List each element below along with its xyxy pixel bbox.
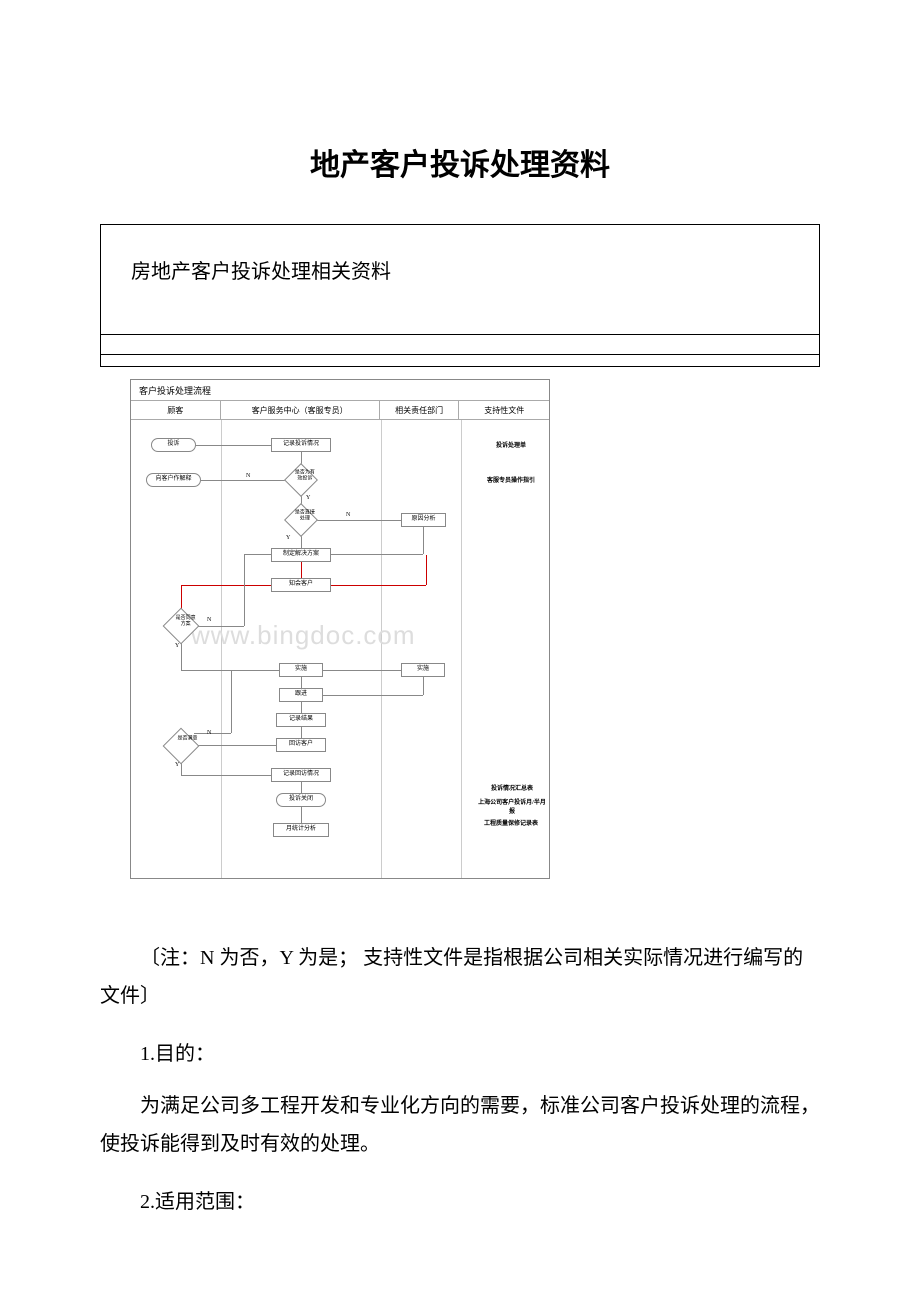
note-text: 〔注：N 为否，Y 为是； 支持性文件是指根据公司相关实际情况进行编写的文件〕 xyxy=(100,939,820,1015)
arrow-14 xyxy=(323,670,401,671)
node-cause: 原因分析 xyxy=(401,513,446,527)
arrow-22 xyxy=(181,775,271,776)
arrow-n3h xyxy=(244,554,271,555)
lbl-n4: N xyxy=(207,730,211,736)
lbl-n3: N xyxy=(207,617,211,623)
arrow-nloop xyxy=(231,670,232,733)
dec-valid-label: 是否为有效投诉 xyxy=(294,471,316,482)
arrow-24 xyxy=(301,807,302,823)
arrow-nloop2 xyxy=(194,733,231,734)
node-plan: 制定解决方案 xyxy=(271,548,331,562)
doc-2: 客服专员操作指引 xyxy=(476,475,546,484)
arrow-7 xyxy=(423,527,424,554)
node-impl1: 实施 xyxy=(279,663,323,677)
watermark: www.bingdoc.com xyxy=(191,620,416,651)
arrow-18 xyxy=(301,702,302,713)
section-1-num: 1.目的： xyxy=(100,1035,820,1073)
dec-satisfy-label: 是否满意 xyxy=(176,737,200,743)
col-docs: 支持性文件 xyxy=(459,401,549,419)
arrow-20 xyxy=(194,745,276,746)
box-bot-row xyxy=(101,354,819,366)
dec-agree-label: 是否同意方案 xyxy=(174,616,198,627)
col-service: 客户服务中心（客服专员） xyxy=(221,401,380,419)
doc-5: 工程质量保修记录表 xyxy=(471,818,551,827)
subtitle-text: 房地产客户投诉处理相关资料 xyxy=(101,225,819,334)
node-result: 记录结果 xyxy=(276,713,326,727)
arrow-1 xyxy=(196,445,271,446)
arrow-23 xyxy=(301,782,302,793)
lane-line-3 xyxy=(461,420,462,878)
col-dept: 相关责任部门 xyxy=(380,401,460,419)
lbl-n1: N xyxy=(246,473,250,479)
arrow-13 xyxy=(181,670,279,671)
arrow-n3 xyxy=(194,626,244,627)
node-month: 月统计分析 xyxy=(273,823,329,837)
swimlane-header: 顾客 客户服务中心（客服专员） 相关责任部门 支持性文件 xyxy=(131,400,549,420)
arrow-15 xyxy=(301,677,302,688)
doc-1: 投诉处理单 xyxy=(481,440,541,449)
node-explain: 向客户作解释 xyxy=(146,473,201,487)
flowchart-container: 客户投诉处理流程 顾客 客户服务中心（客服专员） 相关责任部门 支持性文件 ww… xyxy=(130,379,820,879)
flowchart: 客户投诉处理流程 顾客 客户服务中心（客服专员） 相关责任部门 支持性文件 ww… xyxy=(130,379,550,879)
arrow-r1 xyxy=(331,585,426,586)
node-visit: 回访客户 xyxy=(276,738,326,752)
doc-4: 上海公司客户投诉月/半月报 xyxy=(476,797,548,815)
section-1-text: 为满足公司多工程开发和专业化方向的需要，标准公司客户投诉处理的流程，使投诉能得到… xyxy=(100,1087,820,1163)
lbl-n2: N xyxy=(346,512,350,518)
col-customer: 顾客 xyxy=(131,401,221,419)
arrow-r2 xyxy=(426,555,427,585)
arrow-9 xyxy=(301,562,302,578)
node-record2: 记录回访情况 xyxy=(271,768,331,782)
dec-direct: 是否直接处理 xyxy=(284,503,318,537)
arrow-5 xyxy=(313,520,401,521)
node-complaint: 投诉 xyxy=(151,438,196,452)
node-notify: 知会客户 xyxy=(271,578,331,592)
doc-3: 投诉情况汇总表 xyxy=(476,783,548,792)
node-impl2: 实施 xyxy=(401,663,445,677)
flowchart-title: 客户投诉处理流程 xyxy=(139,384,211,397)
subtitle-box: 房地产客户投诉处理相关资料 xyxy=(100,224,820,367)
arrow-2 xyxy=(201,480,289,481)
arrow-16 xyxy=(423,677,424,695)
dec-valid: 是否为有效投诉 xyxy=(284,463,318,497)
arrow-10 xyxy=(181,585,271,586)
lbl-y3: Y xyxy=(175,643,179,649)
arrow-n3v xyxy=(244,554,245,626)
box-mid-row xyxy=(101,334,819,354)
lbl-y2: Y xyxy=(286,535,290,541)
arrow-8 xyxy=(331,554,423,555)
arrow-19 xyxy=(301,727,302,738)
arrow-17 xyxy=(323,695,423,696)
section-2-num: 2.适用范围： xyxy=(100,1183,820,1221)
lbl-y4: Y xyxy=(175,762,179,768)
document-title: 地产客户投诉处理资料 xyxy=(100,140,820,184)
lbl-y1: Y xyxy=(306,495,310,501)
node-trace: 跟进 xyxy=(279,688,323,702)
dec-direct-label: 是否直接处理 xyxy=(294,511,316,522)
node-record: 记录投诉情况 xyxy=(271,438,331,452)
node-close: 投诉关闭 xyxy=(276,793,326,807)
